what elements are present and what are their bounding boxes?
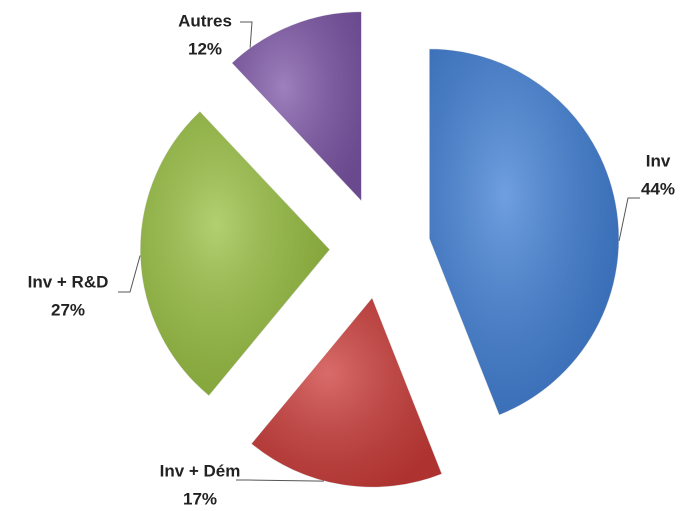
- leader-line: [618, 197, 640, 241]
- category-label: Inv + R&D: [28, 272, 109, 291]
- category-label: Inv: [646, 151, 671, 170]
- slice-shade: [140, 111, 331, 396]
- category-label: Inv + Dém: [160, 461, 241, 480]
- value-label: 27%: [51, 300, 85, 319]
- slice-shade: [429, 48, 620, 416]
- value-label: 17%: [183, 489, 217, 508]
- leader-line: [236, 479, 324, 482]
- value-label: 44%: [641, 179, 675, 198]
- leader-line: [118, 255, 141, 293]
- category-label: Autres: [178, 11, 232, 30]
- leader-line: [240, 21, 253, 48]
- slice-shade: [251, 297, 443, 488]
- value-label: 12%: [188, 39, 222, 58]
- slice-shade: [231, 11, 362, 202]
